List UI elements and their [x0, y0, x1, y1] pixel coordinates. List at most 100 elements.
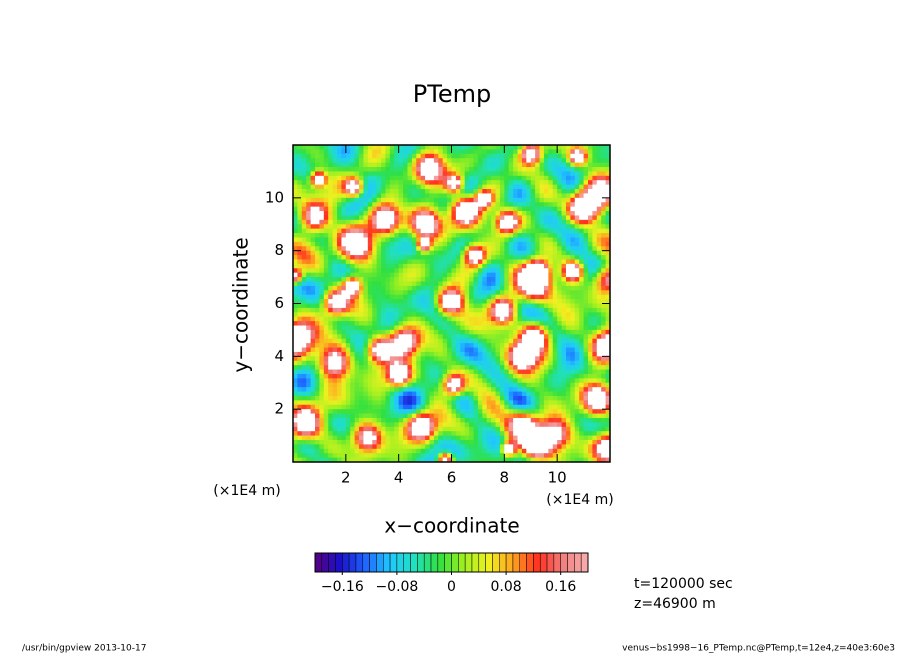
- field-cell: [570, 255, 576, 260]
- field-cell: [491, 202, 496, 208]
- field-cell: [491, 409, 496, 414]
- field-cell: [583, 145, 589, 150]
- field-cell: [310, 404, 316, 410]
- field-cell: [429, 171, 435, 177]
- field-cell: [332, 435, 338, 441]
- field-cell: [394, 338, 400, 344]
- field-cell: [460, 145, 466, 150]
- field-cell: [337, 444, 342, 450]
- field-cell: [486, 259, 492, 265]
- field-cell: [293, 307, 298, 313]
- field-cell: [482, 409, 488, 414]
- field-cell: [323, 356, 329, 362]
- field-cell: [438, 426, 444, 432]
- field-cell: [477, 413, 483, 419]
- field-cell: [521, 272, 527, 278]
- field-cell: [455, 351, 461, 357]
- field-cell: [350, 233, 356, 238]
- field-cell: [499, 382, 505, 388]
- field-cell: [543, 184, 549, 190]
- field-cell: [574, 378, 580, 384]
- field-cell: [354, 325, 360, 331]
- field-cell: [539, 290, 545, 296]
- field-cell: [587, 422, 593, 428]
- field-cell: [332, 197, 338, 203]
- field-cell: [460, 360, 466, 366]
- field-cell: [565, 255, 571, 260]
- field-cell: [345, 189, 351, 194]
- field-cell: [319, 189, 325, 194]
- field-cell: [332, 149, 338, 155]
- field-cell: [411, 453, 417, 458]
- field-cell: [345, 422, 351, 428]
- field-cell: [403, 409, 408, 414]
- field-cell: [345, 338, 351, 344]
- field-cell: [486, 387, 492, 392]
- field-cell: [469, 211, 474, 216]
- field-cell: [539, 321, 545, 326]
- field-cell: [561, 404, 567, 410]
- field-cell: [416, 417, 422, 423]
- field-cell: [367, 334, 373, 340]
- field-cell: [482, 312, 488, 318]
- field-cell: [310, 290, 316, 296]
- field-cell: [530, 382, 536, 388]
- field-cell: [310, 334, 316, 340]
- field-cell: [398, 285, 404, 291]
- field-cell: [495, 360, 501, 366]
- field-cell: [482, 338, 488, 344]
- field-cell: [543, 285, 549, 291]
- field-cell: [557, 189, 562, 194]
- field-cell: [337, 162, 342, 168]
- field-cell: [539, 202, 545, 208]
- field-cell: [570, 180, 576, 186]
- field-cell: [319, 158, 325, 164]
- field-cell: [372, 189, 378, 194]
- field-cell: [565, 365, 571, 370]
- field-cell: [517, 145, 523, 150]
- field-cell: [592, 171, 598, 177]
- field-cell: [574, 431, 580, 436]
- field-cell: [407, 453, 413, 458]
- field-cell: [394, 184, 400, 190]
- field-cell: [350, 409, 356, 414]
- field-cell: [385, 409, 391, 414]
- field-cell: [521, 237, 527, 243]
- field-cell: [411, 369, 417, 375]
- field-cell: [407, 215, 413, 221]
- field-cell: [359, 404, 364, 410]
- field-cell: [543, 197, 549, 203]
- field-cell: [570, 149, 576, 155]
- field-cell: [306, 338, 312, 344]
- field-cell: [398, 241, 404, 247]
- field-cell: [310, 145, 316, 150]
- field-cell: [407, 404, 413, 410]
- field-cell: [495, 219, 501, 225]
- field-cell: [548, 237, 554, 243]
- field-cell: [583, 175, 589, 181]
- field-cell: [583, 162, 589, 168]
- field-cell: [517, 233, 523, 238]
- field-cell: [570, 228, 576, 234]
- field-cell: [332, 206, 338, 212]
- field-cell: [350, 329, 356, 335]
- field-cell: [473, 382, 479, 388]
- field-cell: [372, 281, 378, 287]
- field-cell: [486, 400, 492, 406]
- field-cell: [543, 237, 549, 243]
- field-cell: [499, 224, 505, 230]
- field-cell: [574, 426, 580, 432]
- field-cell: [508, 250, 514, 256]
- field-cell: [301, 365, 307, 370]
- field-cell: [293, 312, 298, 318]
- field-cell: [319, 413, 325, 419]
- field-cell: [297, 268, 303, 274]
- field-cell: [376, 219, 382, 225]
- field-cell: [495, 365, 501, 370]
- field-cell: [301, 149, 307, 155]
- field-cell: [359, 382, 364, 388]
- field-cell: [407, 272, 413, 278]
- field-cell: [420, 391, 426, 397]
- field-cell: [438, 250, 444, 256]
- field-cell: [491, 171, 496, 177]
